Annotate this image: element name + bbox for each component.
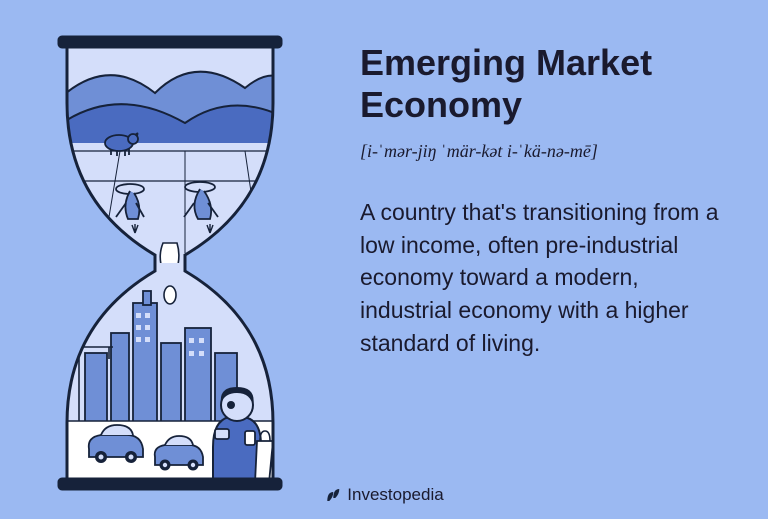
hourglass-svg — [35, 33, 305, 493]
brand-name: Investopedia — [347, 485, 443, 505]
term-title: Emerging Market Economy — [360, 42, 732, 127]
hourglass-illustration — [0, 0, 340, 519]
pronunciation: [i-ˈmər-jiŋ ˈmär-kət i-ˈkä-nə-mē] — [360, 141, 732, 162]
brand-logo-icon — [324, 486, 342, 504]
text-column: Emerging Market Economy [i-ˈmər-jiŋ ˈmär… — [340, 0, 768, 519]
brand-footer: Investopedia — [324, 485, 443, 505]
definition-text: A country that's transitioning from a lo… — [360, 196, 732, 359]
